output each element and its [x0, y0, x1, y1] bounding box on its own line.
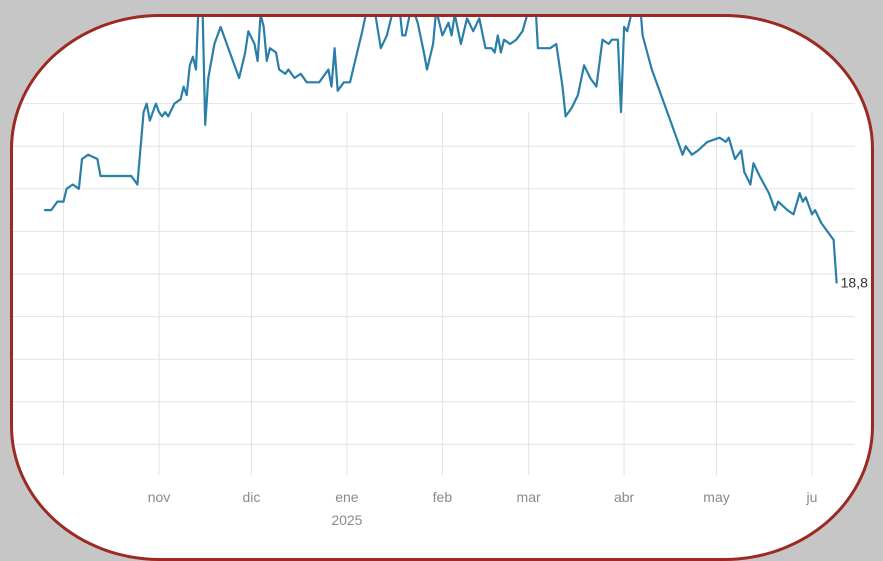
chart-frame: nov dic ene 2025 feb mar abr may ju 18,8 — [10, 14, 874, 561]
x-tick-label: dic — [242, 489, 260, 505]
last-value-label: 18,8 — [841, 275, 868, 291]
x-tick-label: ene — [335, 489, 359, 505]
line-chart: nov dic ene 2025 feb mar abr may ju 18,8 — [13, 17, 868, 528]
x-tick-label: abr — [614, 489, 635, 505]
x-tick-label: may — [703, 489, 729, 505]
x-tick-label: ju — [806, 489, 818, 505]
x-tick-label: feb — [433, 489, 453, 505]
x-tick-label: mar — [517, 489, 541, 505]
series-line — [43, 17, 838, 284]
x-tick-label: nov — [148, 489, 171, 505]
x-tick-sublabel: 2025 — [331, 512, 362, 528]
